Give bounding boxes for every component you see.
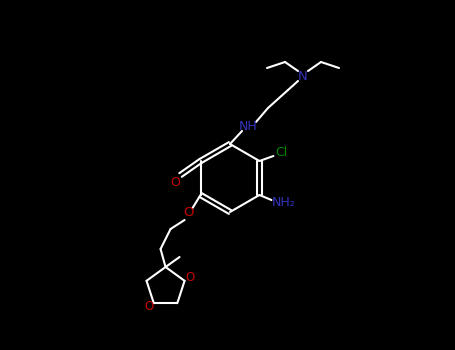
Text: N: N bbox=[298, 70, 308, 83]
Text: O: O bbox=[185, 271, 194, 284]
Text: O: O bbox=[144, 300, 153, 313]
Text: O: O bbox=[171, 175, 181, 189]
Text: NH₂: NH₂ bbox=[272, 196, 295, 210]
Text: Cl: Cl bbox=[275, 147, 288, 160]
Text: NH: NH bbox=[238, 119, 258, 133]
Text: O: O bbox=[183, 206, 194, 219]
